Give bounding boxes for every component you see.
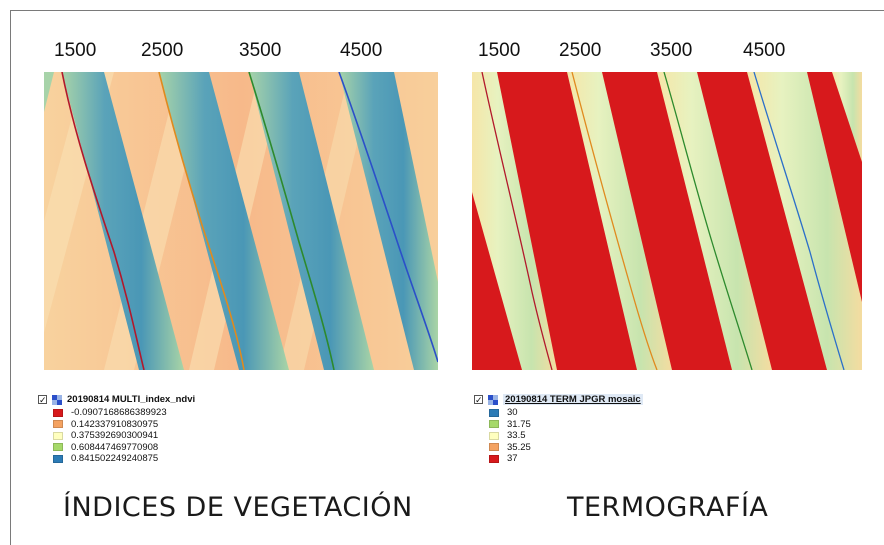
- legend-swatch: [489, 420, 499, 429]
- legend-label: 35.25: [507, 441, 531, 453]
- legend-swatch: [489, 408, 499, 417]
- thermal-cool-corner: [832, 72, 862, 162]
- thermal-tick-4500: 4500: [743, 40, 786, 61]
- ndvi-map: [44, 72, 438, 370]
- thermal-contour-2500: [571, 72, 658, 370]
- ndvi-legend-header[interactable]: ✓ 20190814 MULTI_index_ndvi: [38, 393, 195, 406]
- thermal-cool-band-2500: [567, 72, 672, 370]
- thermal-contour-4500: [753, 72, 845, 370]
- thermal-cool-band-4500: [747, 72, 862, 370]
- legend-swatch: [53, 443, 63, 452]
- figure-frame: [10, 10, 884, 545]
- legend-label: 0.375392690300941: [71, 430, 159, 442]
- thermal-layer-name[interactable]: 20190814 TERM JPGR mosaic: [503, 394, 643, 405]
- legend-item: 0.142337910830975: [53, 419, 195, 431]
- thermal-tick-row: 1500 2500 3500 4500: [472, 40, 862, 72]
- legend-item: -0.0907168686389923: [53, 407, 195, 419]
- ndvi-veg-band-4500: [339, 72, 438, 370]
- ndvi-layer-checkbox[interactable]: ✓: [38, 395, 47, 405]
- thermal-tick-2500: 2500: [559, 40, 602, 61]
- thermal-tick-1500: 1500: [478, 40, 521, 61]
- ndvi-veg-band-1500: [62, 72, 184, 370]
- thermal-legend-items: 30 31.75 33.5 35.25 37: [489, 407, 643, 465]
- legend-label: -0.0907168686389923: [71, 407, 167, 419]
- legend-swatch: [53, 420, 63, 429]
- thermal-contour-1500: [481, 72, 553, 370]
- legend-item: 33.5: [489, 430, 643, 442]
- thermal-panel: 1500 2500 3500 4500: [472, 40, 862, 370]
- legend-label: 0.142337910830975: [71, 418, 159, 430]
- legend-swatch: [489, 454, 499, 463]
- thermal-tick-3500: 3500: [650, 40, 693, 61]
- legend-label: 0.608447469770908: [71, 441, 159, 453]
- legend-item: 0.375392690300941: [53, 430, 195, 442]
- contour-line-1500: [61, 72, 145, 370]
- legend-item: 0.841502249240875: [53, 453, 195, 465]
- legend-label: 0.841502249240875: [71, 453, 159, 465]
- thermal-map: [472, 72, 862, 370]
- ndvi-layer-name[interactable]: 20190814 MULTI_index_ndvi: [67, 394, 196, 405]
- raster-layer-icon: [488, 394, 498, 405]
- legend-label: 30: [507, 407, 518, 419]
- legend-swatch: [53, 431, 63, 440]
- ndvi-tick-3500: 3500: [239, 40, 282, 61]
- ndvi-caption: ÍNDICES DE VEGETACIÓN: [63, 492, 413, 523]
- ndvi-tick-4500: 4500: [340, 40, 383, 61]
- ndvi-veg-band-2500: [159, 72, 289, 370]
- ndvi-tick-2500: 2500: [141, 40, 184, 61]
- ndvi-legend-items: -0.0907168686389923 0.142337910830975 0.…: [53, 407, 195, 465]
- ndvi-corner-veg: [44, 72, 54, 112]
- legend-label: 33.5: [507, 430, 526, 442]
- legend-item: 30: [489, 407, 643, 419]
- legend-item: 0.608447469770908: [53, 442, 195, 454]
- thermal-layer-checkbox[interactable]: ✓: [474, 395, 483, 405]
- legend-label: 31.75: [507, 418, 531, 430]
- legend-swatch: [53, 408, 63, 417]
- thermal-cool-band-1500: [472, 72, 557, 370]
- legend-item: 37: [489, 453, 643, 465]
- legend-item: 31.75: [489, 419, 643, 431]
- legend-item: 35.25: [489, 442, 643, 454]
- contour-line-3500: [248, 72, 335, 370]
- thermal-cool-band-3500: [657, 72, 772, 370]
- legend-label: 37: [507, 453, 518, 465]
- contour-line-2500: [158, 72, 245, 370]
- contour-line-4500: [338, 72, 438, 363]
- ndvi-tick-1500: 1500: [54, 40, 97, 61]
- thermal-contour-3500: [663, 72, 753, 370]
- ndvi-panel: 1500 2500 3500 4500: [44, 40, 438, 370]
- ndvi-tick-row: 1500 2500 3500 4500: [44, 40, 438, 72]
- thermal-caption: TERMOGRAFÍA: [567, 492, 769, 523]
- ndvi-legend: ✓ 20190814 MULTI_index_ndvi -0.090716868…: [38, 393, 195, 465]
- legend-swatch: [53, 454, 63, 463]
- thermal-legend-header[interactable]: ✓ 20190814 TERM JPGR mosaic: [474, 393, 643, 406]
- legend-swatch: [489, 431, 499, 440]
- legend-swatch: [489, 443, 499, 452]
- raster-layer-icon: [52, 394, 62, 405]
- thermal-legend: ✓ 20190814 TERM JPGR mosaic 30 31.75 33.…: [474, 393, 643, 465]
- ndvi-veg-band-3500: [249, 72, 374, 370]
